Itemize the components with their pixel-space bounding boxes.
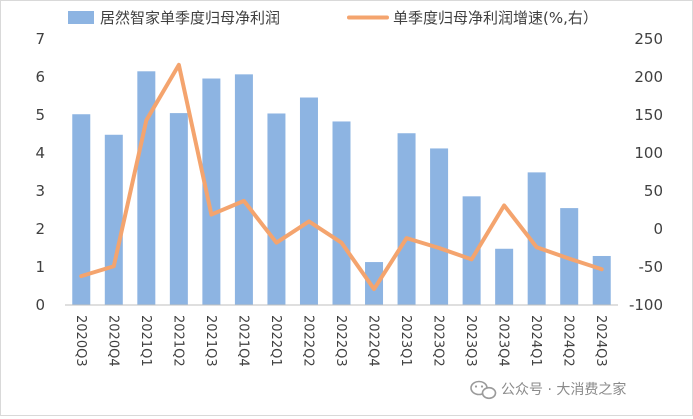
x-tick-label: 2023Q4 [496, 315, 511, 367]
left-tick-label: 5 [35, 106, 45, 124]
wechat-icon [471, 382, 496, 399]
x-tick-label: 2020Q4 [105, 315, 120, 367]
x-tick-label: 2023Q3 [463, 315, 478, 367]
right-tick-label: 0 [653, 220, 663, 238]
left-tick-label: 2 [35, 220, 45, 238]
bar [105, 135, 123, 305]
bar [333, 121, 351, 305]
x-tick-label: 2022Q1 [268, 315, 283, 367]
left-tick-label: 7 [35, 30, 45, 48]
bar [300, 98, 318, 305]
left-tick-label: 0 [35, 296, 45, 314]
x-tick-label: 2023Q2 [431, 315, 446, 367]
legend-bar-label: 居然智家单季度归母净利润 [100, 9, 280, 27]
left-tick-label: 1 [35, 258, 45, 276]
x-axis: 2020Q3 2020Q4 2021Q1 2021Q2 2021Q3 2021Q4 2022… [73, 315, 608, 367]
watermark-text: 公众号 · 大消费之家 [501, 381, 626, 398]
legend-bar-swatch [68, 11, 94, 24]
x-tick-label: 2021Q4 [235, 315, 250, 367]
right-tick-label: 100 [634, 144, 663, 162]
bar [593, 256, 611, 305]
bar [495, 249, 513, 305]
right-axis: -100 -50 0 50 100 150 200 250 [629, 30, 663, 314]
bar [235, 74, 253, 305]
bar [430, 148, 448, 305]
x-tick-label: 2024Q1 [528, 315, 543, 367]
right-tick-label: -100 [629, 296, 663, 314]
x-tick-label: 2023Q1 [398, 315, 413, 367]
bar [398, 133, 416, 305]
x-tick-label: 2021Q2 [170, 315, 185, 367]
x-tick-label: 2021Q1 [138, 315, 153, 367]
x-tick-label: 2021Q3 [203, 315, 218, 367]
right-tick-label: 50 [644, 182, 663, 200]
x-tick-label: 2022Q4 [366, 315, 381, 367]
left-axis: 0 1 2 3 4 5 6 7 [35, 30, 45, 314]
left-tick-label: 4 [35, 144, 45, 162]
left-tick-label: 3 [35, 182, 45, 200]
x-tick-label: 2022Q3 [333, 315, 348, 367]
x-tick-label: 2022Q2 [300, 315, 315, 367]
x-tick-label: 2024Q3 [593, 315, 608, 367]
left-tick-label: 6 [35, 68, 45, 86]
x-tick-label: 2020Q3 [73, 315, 88, 367]
legend: 居然智家单季度归母净利润 单季度归母净利润增速(%,右） [68, 9, 598, 27]
right-tick-label: 200 [634, 68, 663, 86]
right-tick-label: 250 [634, 30, 663, 48]
legend-line-label: 单季度归母净利润增速(%,右） [393, 9, 598, 27]
watermark: 公众号 · 大消费之家 [471, 381, 626, 398]
right-tick-label: -50 [639, 258, 664, 276]
bar [170, 113, 188, 305]
bar [267, 113, 285, 305]
right-tick-label: 150 [634, 106, 663, 124]
x-tick-label: 2024Q2 [561, 315, 576, 367]
